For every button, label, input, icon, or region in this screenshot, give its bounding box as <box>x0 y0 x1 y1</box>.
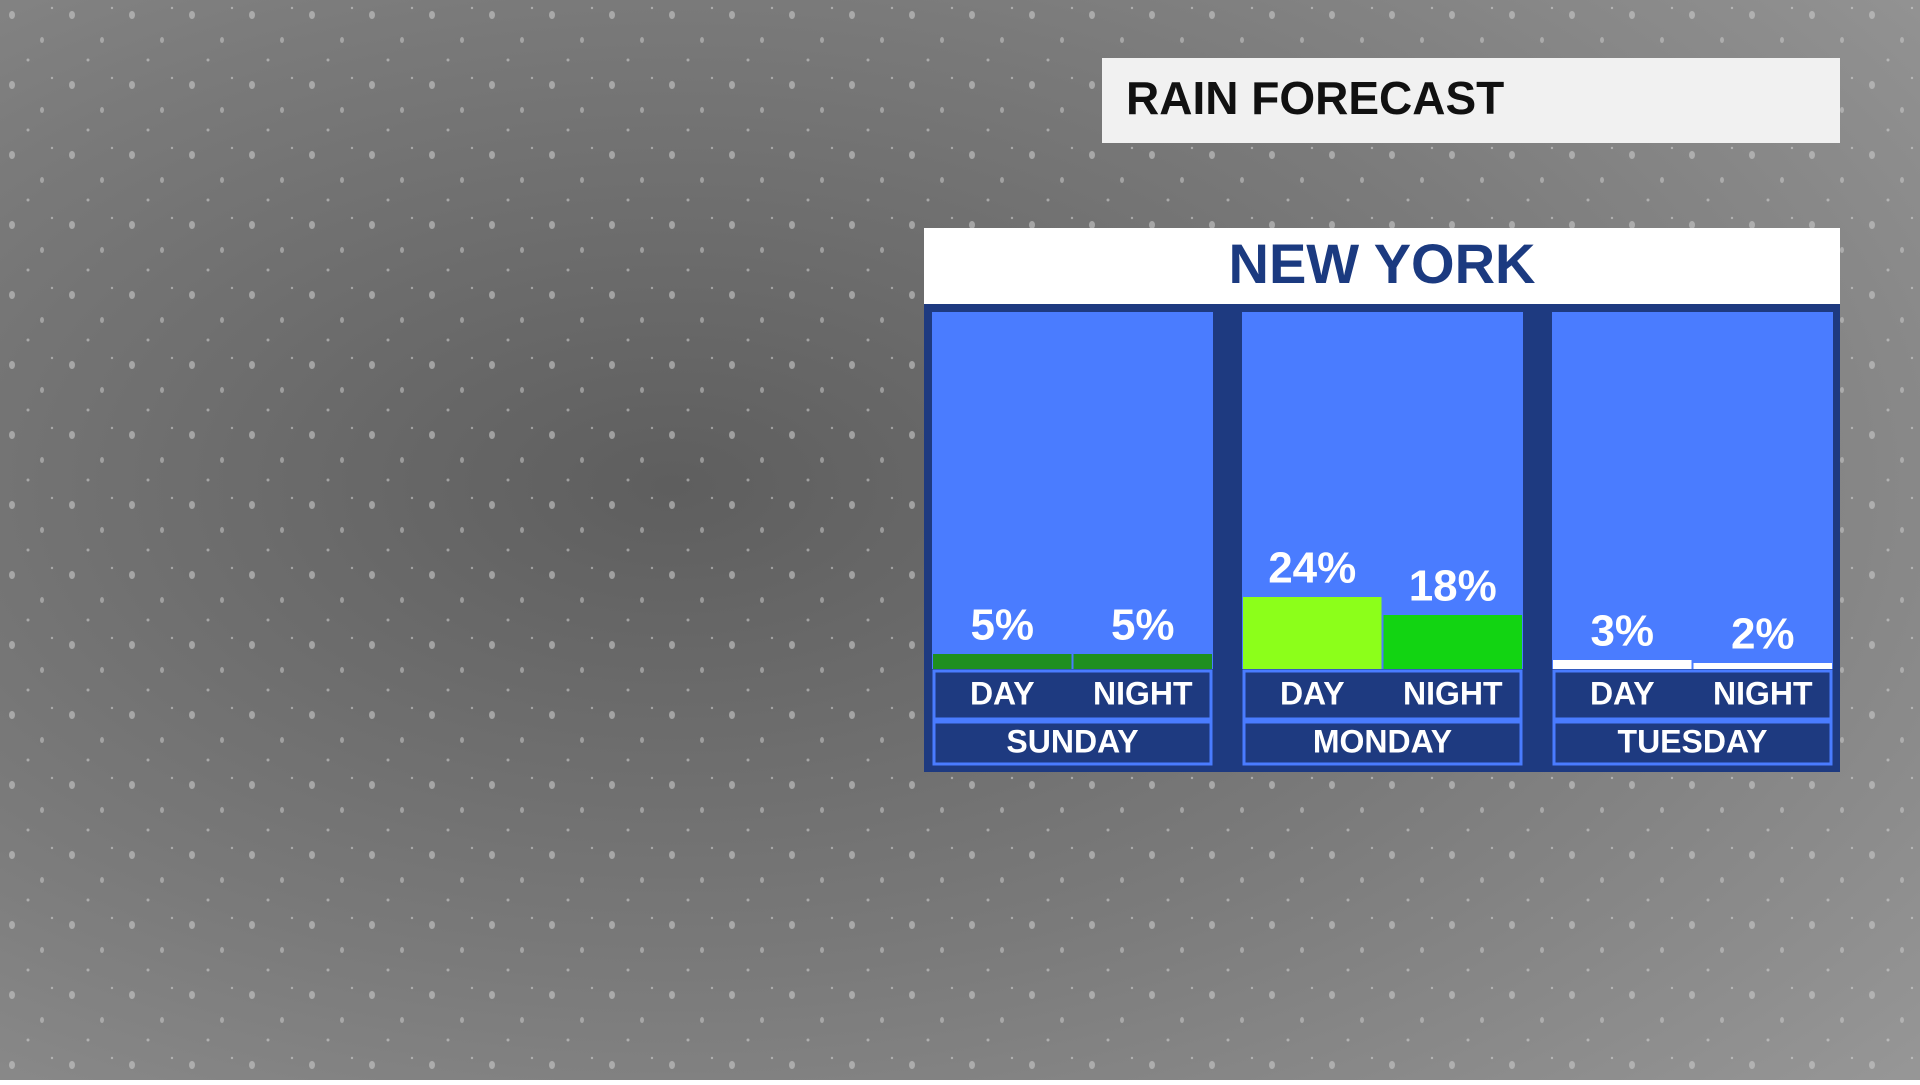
bar <box>1383 615 1522 669</box>
category-label: SUNDAY <box>1006 723 1138 759</box>
day-row <box>1242 720 1523 766</box>
bar <box>1553 660 1692 669</box>
bar <box>933 654 1072 669</box>
day-panel <box>932 312 1213 669</box>
day-panel <box>1552 312 1833 669</box>
title-box <box>1102 58 1840 143</box>
value-label: 5% <box>1111 601 1175 650</box>
category-label: TUESDAY <box>1618 723 1768 759</box>
series-label: DAY <box>1280 675 1345 711</box>
series-label: NIGHT <box>1093 675 1193 711</box>
label-row <box>1552 669 1833 721</box>
value-label: 5% <box>970 601 1034 650</box>
value-label: 3% <box>1590 607 1654 656</box>
label-row <box>1242 669 1523 721</box>
chart-subtitle: NEW YORK <box>1229 232 1536 295</box>
day-row <box>1552 720 1833 766</box>
subtitle-box <box>924 228 1840 304</box>
category-label: MONDAY <box>1313 723 1452 759</box>
value-label: 2% <box>1731 610 1795 659</box>
value-label: 18% <box>1409 562 1497 611</box>
series-label: NIGHT <box>1713 675 1813 711</box>
bar <box>1073 654 1212 669</box>
bar <box>1243 597 1382 669</box>
chart-title: RAIN FORECAST <box>1126 72 1504 124</box>
series-label: DAY <box>970 675 1035 711</box>
series-label: DAY <box>1590 675 1655 711</box>
series-label: NIGHT <box>1403 675 1503 711</box>
bar <box>1693 663 1832 669</box>
value-label: 24% <box>1268 544 1356 593</box>
day-row <box>932 720 1213 766</box>
label-row <box>932 669 1213 721</box>
